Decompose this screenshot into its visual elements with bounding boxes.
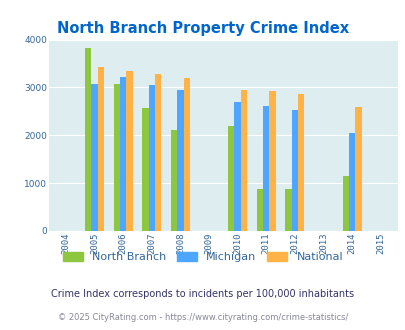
Bar <box>285 189 291 231</box>
Text: Crime Index corresponds to incidents per 100,000 inhabitants: Crime Index corresponds to incidents per… <box>51 289 354 299</box>
Bar <box>262 106 269 231</box>
Bar <box>98 67 104 231</box>
Bar <box>142 108 148 231</box>
Bar <box>171 130 177 231</box>
Bar <box>183 78 190 231</box>
Bar <box>297 94 303 231</box>
Bar <box>120 78 126 231</box>
Bar <box>348 133 354 231</box>
Legend: North Branch, Michigan, National: North Branch, Michigan, National <box>58 248 347 267</box>
Bar <box>269 91 275 231</box>
Bar <box>342 176 348 231</box>
Text: North Branch Property Crime Index: North Branch Property Crime Index <box>57 21 348 36</box>
Bar <box>240 90 247 231</box>
Bar <box>113 83 120 231</box>
Bar <box>126 71 132 231</box>
Bar <box>291 110 297 231</box>
Bar <box>148 85 155 231</box>
Bar <box>91 83 98 231</box>
Bar <box>155 74 161 231</box>
Text: © 2025 CityRating.com - https://www.cityrating.com/crime-statistics/: © 2025 CityRating.com - https://www.city… <box>58 313 347 322</box>
Bar <box>256 189 262 231</box>
Bar <box>234 102 240 231</box>
Bar <box>85 48 91 231</box>
Bar <box>177 90 183 231</box>
Bar <box>354 107 360 231</box>
Bar <box>228 126 234 231</box>
